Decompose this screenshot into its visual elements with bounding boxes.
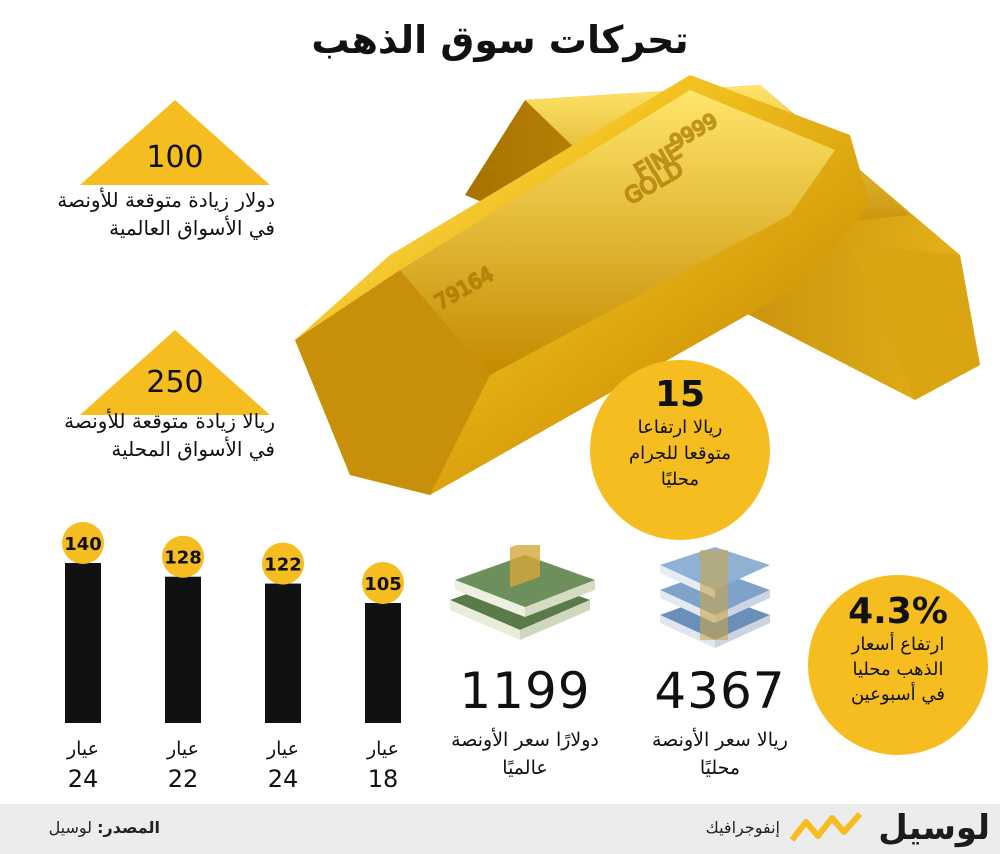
- karat-word-0: عيار: [66, 738, 99, 760]
- weekly-increase-line2: الذهب محليا: [852, 659, 944, 680]
- brand-logo-text: لوسيل: [878, 808, 990, 848]
- value-label-3: 105: [364, 574, 402, 595]
- value-label-1: 128: [164, 548, 202, 569]
- value-label-circle-0: [62, 522, 104, 564]
- usd-ounce-price: 1199: [459, 662, 591, 720]
- local-increase-line2: في الأسواق المحلية: [111, 437, 275, 461]
- footer-section-label: إنفوجرافيك: [705, 818, 780, 837]
- chart-category-labels: عيار 24 عيار 22 عيار 24 عيار 18: [66, 738, 399, 793]
- bar-1: [165, 576, 201, 723]
- gram-increase-line2: متوقعا للجرام: [628, 443, 731, 464]
- footer-source: المصدر: لوسيل: [30, 818, 160, 837]
- karat-price-chart: 140 128 122 105 عيار 24 عيار 22 عيار 24 عيار 18: [62, 522, 404, 793]
- karat-value-2: 24: [268, 765, 299, 793]
- gold-bar-front-top: [400, 90, 835, 375]
- global-increase-value: 100: [146, 140, 204, 175]
- global-increase-text: دولار زيادة متوقعة للأونصة في الأسواق ال…: [20, 186, 275, 242]
- local-increase-line1: ريالا زيادة متوقعة للأونصة: [64, 409, 275, 433]
- usd-caption-line1: دولارًا سعر الأونصة: [451, 729, 599, 751]
- logo-zigzag-icon: [789, 812, 863, 842]
- chart-value-labels: 140 128 122 105: [62, 522, 404, 604]
- page-title: تحركات سوق الذهب: [311, 18, 689, 62]
- bar-3: [365, 603, 401, 723]
- triangle-marker-local: [80, 330, 270, 415]
- gram-increase-circle: 15 ريالا ارتفاعا متوقعا للجرام محليًا: [590, 360, 770, 540]
- footer-source-label: المصدر:: [97, 818, 160, 837]
- local-increase-value: 250: [146, 365, 204, 400]
- bar-0: [65, 563, 101, 723]
- value-label-circle-3: [362, 562, 404, 604]
- gram-increase-line3: محليًا: [660, 469, 700, 490]
- gold-bars-image: FINE GOLD 9999 79164: [295, 75, 980, 495]
- qar-caption-line2: محليًا: [699, 757, 741, 779]
- dollar-stacks-image: [450, 545, 595, 640]
- gram-increase-line1: ريالا ارتفاعا: [637, 417, 723, 438]
- karat-word-1: عيار: [166, 738, 199, 760]
- qar-ounce-caption: ريالا سعر الأونصة محليًا: [615, 726, 825, 782]
- karat-word-3: عيار: [366, 738, 399, 760]
- gram-increase-value: 15: [654, 374, 706, 415]
- triangle-marker-global: [80, 100, 270, 185]
- global-increase-line2: في الأسواق العالمية: [109, 216, 275, 240]
- footer-source-value: لوسيل: [48, 818, 93, 837]
- qar-caption-line1: ريالا سعر الأونصة: [652, 729, 788, 751]
- karat-value-0: 24: [68, 765, 99, 793]
- bar-2: [265, 583, 301, 723]
- usd-caption-line2: عالميًا: [502, 757, 548, 779]
- karat-value-1: 22: [168, 765, 199, 793]
- chart-bars: [65, 563, 401, 723]
- weekly-increase-value: 4.3%: [848, 591, 948, 632]
- karat-value-3: 18: [368, 765, 399, 793]
- weekly-increase-line1: ارتفاع أسعار: [851, 634, 945, 655]
- value-label-0: 140: [64, 534, 102, 555]
- value-label-circle-1: [162, 535, 204, 578]
- weekly-increase-line3: في أسبوعين: [850, 684, 946, 705]
- value-label-circle-2: [262, 542, 304, 585]
- qar-ounce-price: 4367: [654, 662, 786, 720]
- local-increase-text: ريالا زيادة متوقعة للأونصة في الأسواق ال…: [20, 407, 275, 463]
- global-increase-line1: دولار زيادة متوقعة للأونصة: [57, 188, 275, 212]
- usd-ounce-caption: دولارًا سعر الأونصة عالميًا: [420, 726, 630, 782]
- weekly-increase-circle: 4.3% ارتفاع أسعار الذهب محليا في أسبوعين: [808, 575, 988, 755]
- riyal-stacks-image: [660, 547, 770, 648]
- value-label-2: 122: [264, 555, 302, 576]
- karat-word-2: عيار: [266, 738, 299, 760]
- footer-bar: [0, 804, 1000, 854]
